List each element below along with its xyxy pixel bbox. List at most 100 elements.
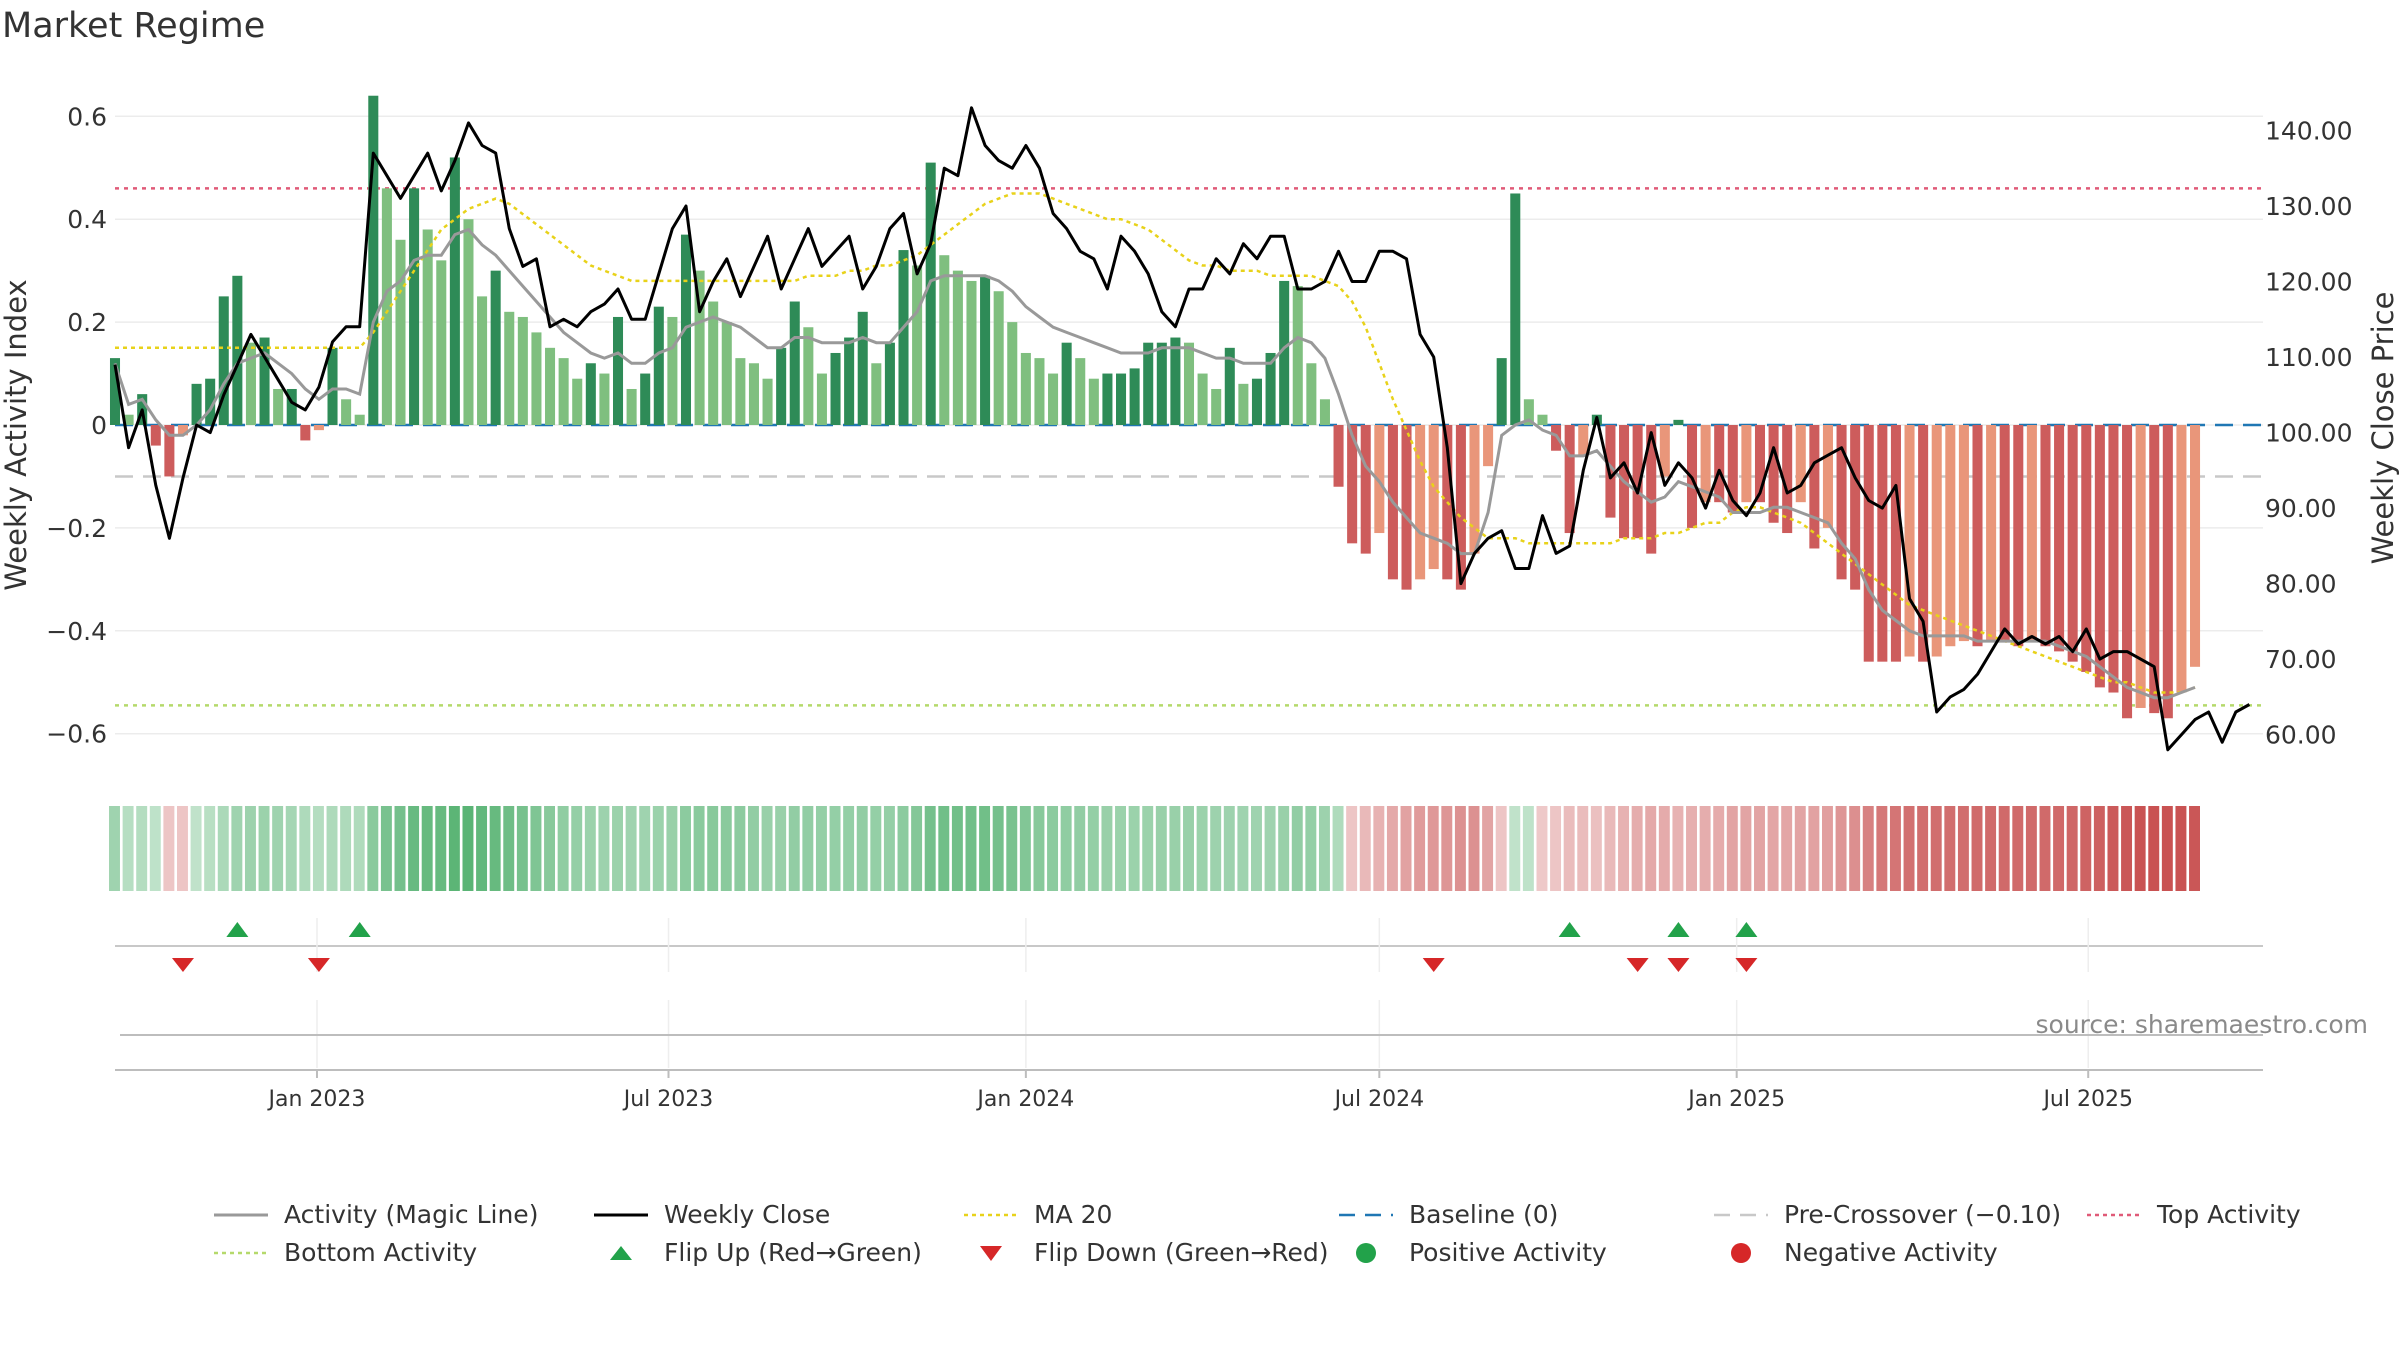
- regime-cell: [1509, 806, 1521, 891]
- activity-bar: [341, 399, 352, 425]
- source-note: source: sharemaestro.com: [2035, 1010, 2369, 1039]
- regime-cell: [244, 806, 256, 891]
- regime-cell: [367, 806, 379, 891]
- regime-cell: [353, 806, 365, 891]
- activity-bar: [1496, 358, 1507, 425]
- activity-bar: [1048, 373, 1059, 425]
- regime-cell: [1930, 806, 1942, 891]
- series-lines: [113, 106, 2251, 752]
- legend-label: Top Activity: [2157, 1200, 2301, 1229]
- regime-cell: [1563, 806, 1575, 891]
- regime-cell: [177, 806, 188, 891]
- regime-cell: [544, 806, 556, 891]
- activity-bar: [1183, 342, 1195, 425]
- activity-bar: [1809, 425, 1820, 549]
- left-axis-label: Weekly Activity Index: [0, 279, 33, 590]
- activity-bar: [966, 280, 977, 425]
- right-tick-label: 90.00: [2265, 494, 2337, 523]
- activity-bar: [1523, 399, 1534, 425]
- left-tick-label: 0.6: [67, 102, 107, 131]
- activity-bar: [1931, 425, 1942, 657]
- regime-cell: [408, 806, 420, 891]
- regime-cell: [1210, 806, 1222, 891]
- legend-item: Bottom Activity: [212, 1238, 477, 1267]
- activity-bar: [1211, 388, 1222, 425]
- legend-item: Activity (Magic Line): [212, 1200, 538, 1229]
- regime-cell: [625, 806, 637, 891]
- activity-bar: [993, 291, 1004, 425]
- activity-bar: [517, 316, 528, 425]
- regime-cell: [1699, 806, 1711, 891]
- flip-down-marker: [1667, 958, 1690, 972]
- flip-up-marker: [1735, 922, 1758, 937]
- regime-cell: [1495, 806, 1507, 891]
- activity-bar: [1972, 425, 1983, 647]
- regime-cell: [1291, 806, 1303, 891]
- legend-item: Negative Activity: [1712, 1238, 1998, 1267]
- activity-bar: [1564, 425, 1575, 534]
- activity-bar: [667, 316, 678, 425]
- activity-bar: [1795, 425, 1806, 503]
- regime-cell: [2025, 806, 2037, 891]
- regime-cell: [530, 806, 542, 891]
- activity-bar: [2122, 425, 2133, 719]
- activity-bar: [1469, 425, 1480, 554]
- activity-bar: [409, 188, 420, 425]
- regime-cell: [448, 806, 460, 891]
- activity-bar: [816, 373, 827, 425]
- flip-down-marker: [171, 958, 194, 972]
- regime-cell: [1767, 806, 1779, 891]
- left-tick-label: 0: [91, 411, 107, 440]
- regime-cell: [516, 806, 528, 891]
- legend-label: Flip Up (Red→Green): [664, 1238, 922, 1267]
- regime-cell: [897, 806, 909, 891]
- activity-bar: [232, 275, 243, 425]
- activity-bar: [721, 322, 732, 425]
- activity-bar: [735, 358, 746, 425]
- activity-bar: [803, 327, 814, 425]
- activity-bar: [368, 95, 379, 425]
- right-tick-label: 100.00: [2265, 419, 2352, 448]
- legend-swatch: [610, 1245, 632, 1260]
- regime-cell: [1359, 806, 1371, 891]
- activity-bar: [2026, 425, 2037, 642]
- activity-bar: [150, 425, 161, 446]
- regime-cell: [272, 806, 284, 891]
- bottom-panel: [115, 1000, 2263, 1071]
- activity-bar: [1999, 425, 2010, 642]
- regime-cell: [557, 806, 569, 891]
- regime-cell: [571, 806, 583, 891]
- regime-cell: [1115, 806, 1126, 891]
- regime-cell: [1713, 806, 1725, 891]
- regime-cell: [951, 806, 963, 891]
- regime-cell: [1957, 806, 1969, 891]
- regime-cell: [720, 806, 732, 891]
- chart-title: Market Regime: [2, 6, 266, 46]
- regime-cell: [204, 806, 216, 891]
- regime-cell: [312, 806, 324, 891]
- activity-bar: [313, 425, 324, 431]
- activity-bar: [830, 352, 841, 425]
- activity-bar: [1007, 322, 1018, 425]
- activity-bar: [2162, 425, 2173, 719]
- activity-bar: [191, 383, 202, 425]
- legend-swatch: [1339, 1213, 1393, 1216]
- regime-cell: [1876, 806, 1888, 891]
- activity-bar: [1768, 425, 1779, 523]
- regime-cell: [707, 806, 719, 891]
- regime-cell: [258, 806, 270, 891]
- regime-cell: [1631, 806, 1643, 891]
- right-axis: 140.00 130.00 120.00 110.00 100.00 90.00 80.00…: [2265, 116, 2352, 749]
- regime-cell: [1903, 806, 1915, 891]
- activity-bar: [436, 260, 447, 425]
- regime-cell: [2189, 806, 2200, 891]
- legend-label: Bottom Activity: [284, 1238, 478, 1267]
- regime-cell: [2134, 806, 2146, 891]
- activity-bar: [585, 363, 596, 425]
- regime-cell: [1740, 806, 1752, 891]
- activity-bar: [1958, 425, 1969, 642]
- legend-triangle-up: [610, 1245, 632, 1260]
- legend-item: MA 20: [962, 1200, 1112, 1229]
- regime-cell: [1400, 806, 1412, 891]
- x-tick-label: Jul 2024: [1333, 1087, 1425, 1112]
